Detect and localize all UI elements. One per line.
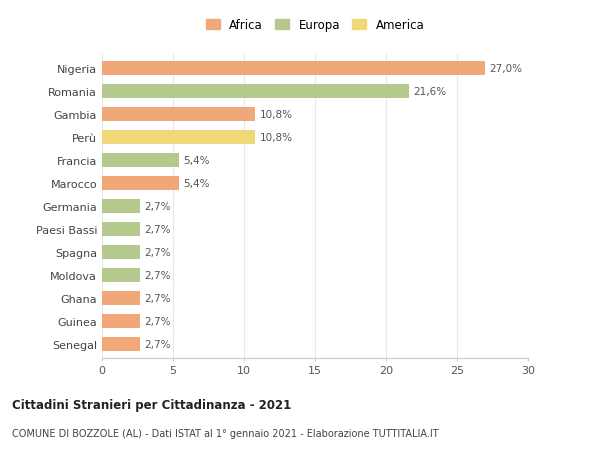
- Text: 2,7%: 2,7%: [145, 270, 171, 280]
- Bar: [102, 268, 140, 282]
- Text: 2,7%: 2,7%: [145, 293, 171, 303]
- Text: 2,7%: 2,7%: [145, 316, 171, 326]
- Text: 5,4%: 5,4%: [183, 179, 209, 189]
- Text: COMUNE DI BOZZOLE (AL) - Dati ISTAT al 1° gennaio 2021 - Elaborazione TUTTITALIA: COMUNE DI BOZZOLE (AL) - Dati ISTAT al 1…: [12, 428, 439, 438]
- Text: 5,4%: 5,4%: [183, 156, 209, 166]
- Text: 2,7%: 2,7%: [145, 247, 171, 257]
- Bar: [102, 337, 140, 352]
- Text: Cittadini Stranieri per Cittadinanza - 2021: Cittadini Stranieri per Cittadinanza - 2…: [12, 398, 291, 412]
- Bar: [102, 291, 140, 306]
- Text: 2,7%: 2,7%: [145, 339, 171, 349]
- Text: 10,8%: 10,8%: [260, 133, 293, 143]
- Bar: [102, 223, 140, 237]
- Bar: [102, 107, 256, 122]
- Text: 10,8%: 10,8%: [260, 110, 293, 120]
- Text: 2,7%: 2,7%: [145, 202, 171, 212]
- Legend: Africa, Europa, America: Africa, Europa, America: [201, 14, 429, 36]
- Bar: [102, 154, 179, 168]
- Text: 27,0%: 27,0%: [490, 64, 523, 74]
- Bar: [102, 176, 179, 191]
- Text: 2,7%: 2,7%: [145, 224, 171, 235]
- Bar: [102, 62, 485, 76]
- Bar: [102, 84, 409, 99]
- Text: 21,6%: 21,6%: [413, 87, 446, 97]
- Bar: [102, 130, 256, 145]
- Bar: [102, 199, 140, 214]
- Bar: [102, 314, 140, 329]
- Bar: [102, 245, 140, 260]
